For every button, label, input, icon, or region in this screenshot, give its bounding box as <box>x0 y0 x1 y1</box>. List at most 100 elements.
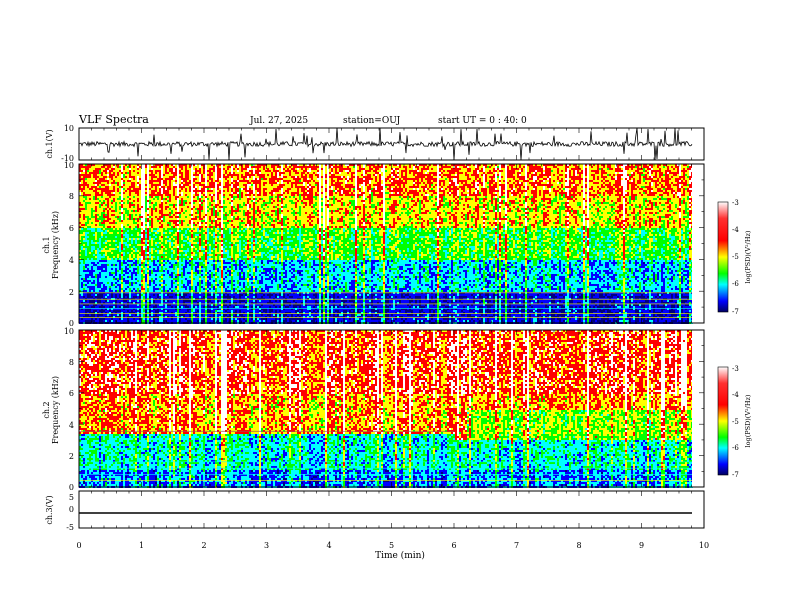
spectrogram-cell <box>95 244 97 246</box>
spectrogram-cell <box>81 294 83 296</box>
spectrogram-cell <box>91 170 93 172</box>
spectrogram-cell <box>125 290 127 292</box>
spectrogram-cell <box>103 286 105 288</box>
spectrogram-cell <box>93 272 95 274</box>
spectrogram-cell <box>119 190 121 192</box>
spectrogram-cell <box>115 294 117 296</box>
spectrogram-cell <box>123 192 125 194</box>
spectrogram-cell <box>99 216 101 218</box>
spectrogram-cell <box>103 268 105 270</box>
spectrogram-cell <box>85 234 87 236</box>
spectrogram-cell <box>165 232 167 234</box>
spectrogram-cell <box>99 206 101 208</box>
spectrogram-cell <box>113 214 115 216</box>
spectrogram-cell <box>109 248 111 250</box>
spectrogram-cell <box>81 268 83 270</box>
spectrogram-cell <box>93 198 95 200</box>
spectrogram-cell <box>123 234 125 236</box>
spectrogram-cell <box>149 260 151 262</box>
spectrogram-cell <box>107 318 109 320</box>
spectrogram-cell <box>101 318 103 320</box>
spectrogram-cell <box>81 250 83 252</box>
spectrogram-cell <box>109 218 111 220</box>
spectrogram-cell <box>111 238 113 240</box>
spectrogram-cell <box>117 284 119 286</box>
spectrogram-cell <box>143 210 145 212</box>
spectrogram-cell <box>147 252 149 254</box>
spectrogram-cell <box>87 256 89 258</box>
spectrogram-cell <box>91 216 93 218</box>
spectrogram-cell <box>117 242 119 244</box>
spectrogram-cell <box>119 176 121 178</box>
spectrogram-cell <box>87 186 89 188</box>
spectrogram-cell <box>101 178 103 180</box>
spectrogram-cell <box>147 232 149 234</box>
spectrogram-cell <box>91 194 93 196</box>
spectrogram-cell <box>157 294 159 296</box>
spectrogram-cell <box>113 244 115 246</box>
spectrogram-cell <box>107 224 109 226</box>
spectrogram-cell <box>85 282 87 284</box>
spectrogram-cell <box>117 300 119 302</box>
spectrogram-cell <box>131 184 133 186</box>
spectrogram-cell <box>165 252 167 254</box>
spectrogram-cell <box>161 268 163 270</box>
spectrogram-cell <box>147 248 149 250</box>
spectrogram-cell <box>91 278 93 280</box>
spectrogram-cell <box>83 260 85 262</box>
spectrogram-cell <box>139 288 141 290</box>
spectrogram-cell <box>85 314 87 316</box>
spectrogram-cell <box>129 186 131 188</box>
spectrogram-cell <box>101 204 103 206</box>
spectrogram-cell <box>121 284 123 286</box>
spectrogram-cell <box>155 176 157 178</box>
spectrogram-cell <box>117 288 119 290</box>
spectrogram-cell <box>159 166 161 168</box>
spectrogram-cell <box>115 240 117 242</box>
spectrogram-cell <box>81 208 83 210</box>
spectrogram-cell <box>125 294 127 296</box>
spectrogram-cell <box>95 202 97 204</box>
spectrogram-cell <box>111 184 113 186</box>
spectrogram-cell <box>149 232 151 234</box>
spectrogram-cell <box>103 254 105 256</box>
spectrogram-cell <box>105 182 107 184</box>
spectrogram-cell <box>93 216 95 218</box>
spectrogram-cell <box>119 206 121 208</box>
spectrogram-cell <box>147 310 149 312</box>
spectrogram-cell <box>133 210 135 212</box>
spectrogram-cell <box>121 310 123 312</box>
spectrogram-cell <box>123 262 125 264</box>
spectrogram-cell <box>155 224 157 226</box>
spectrogram-cell <box>105 178 107 180</box>
spectrogram-cell <box>149 196 151 198</box>
spectrogram-cell <box>85 190 87 192</box>
spectrogram-cell <box>131 274 133 276</box>
spectrogram-cell <box>131 244 133 246</box>
spectrogram-cell <box>99 196 101 198</box>
spectrogram-cell <box>85 266 87 268</box>
spectrogram-cell <box>165 238 167 240</box>
spectrogram-cell <box>141 278 143 280</box>
spectrogram-cell <box>135 262 137 264</box>
spectrogram-cell <box>85 232 87 234</box>
spectrogram-cell <box>135 216 137 218</box>
spectrogram-cell <box>91 214 93 216</box>
spectrogram-cell <box>101 320 103 322</box>
spectrogram-cell <box>107 278 109 280</box>
spectrogram-cell <box>97 290 99 292</box>
spectrogram-cell <box>95 254 97 256</box>
spectrogram-cell <box>101 188 103 190</box>
spectrogram-cell <box>115 180 117 182</box>
spectrogram-cell <box>97 278 99 280</box>
spectrogram-cell <box>99 182 101 184</box>
spectrogram-cell <box>95 178 97 180</box>
spectrogram-cell <box>111 194 113 196</box>
spectrogram-cell <box>143 240 145 242</box>
spectrogram-cell <box>161 314 163 316</box>
spectrogram-cell <box>157 242 159 244</box>
spectrogram-cell <box>165 206 167 208</box>
spectrogram-cell <box>149 186 151 188</box>
spectrogram-cell <box>87 266 89 268</box>
spectrogram-cell <box>127 308 129 310</box>
